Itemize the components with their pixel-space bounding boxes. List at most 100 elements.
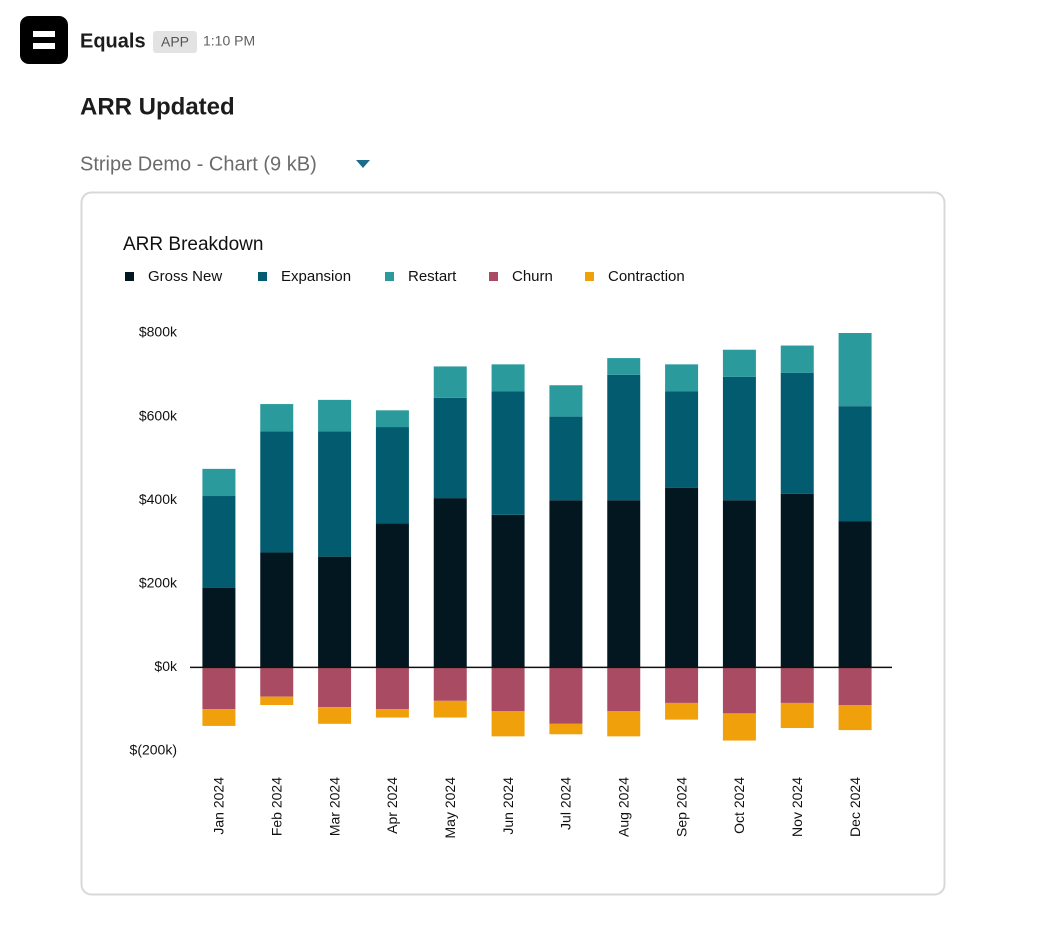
legend-label: Expansion: [281, 268, 351, 285]
badge-bg: [153, 31, 197, 53]
bar-segment: [607, 500, 641, 668]
bar-segment: [665, 487, 699, 668]
bar-segment: [375, 667, 409, 710]
bar-segment: [838, 705, 872, 731]
bar-segment: [318, 399, 352, 432]
x-tick-label: Oct 2024: [731, 777, 747, 834]
legend-swatch: [258, 272, 267, 281]
bar-segment: [722, 349, 756, 377]
bar-segment: [318, 556, 352, 668]
bar-segment: [665, 667, 699, 703]
bar-segment: [665, 364, 699, 392]
bar-segment: [375, 523, 409, 668]
bar-segment: [375, 709, 409, 718]
bar-segment: [780, 372, 814, 494]
chart: Gross New Expansion Restart Churn Contractio…: [125, 268, 892, 839]
bar-segment: [318, 431, 352, 557]
bar-segment: [607, 374, 641, 501]
bar-segment: [491, 391, 525, 515]
x-tick-label: Sep 2024: [673, 777, 689, 837]
x-tick-label: Dec 2024: [847, 777, 863, 837]
bar-segment: [722, 667, 756, 714]
sender-name[interactable]: Equals: [80, 30, 146, 52]
y-tick-label: $(200k): [130, 742, 177, 758]
bar-segment: [549, 416, 583, 501]
bar-segment: [433, 667, 467, 701]
bar-segment: [318, 667, 352, 708]
bar-segment: [665, 702, 699, 720]
bar-segment: [202, 709, 236, 726]
attachment-name[interactable]: Stripe Demo - Chart (9 kB): [80, 153, 317, 175]
x-tick-label: Jun 2024: [500, 777, 516, 835]
x-tick-label: Apr 2024: [384, 777, 400, 834]
legend-label: Restart: [408, 268, 457, 285]
bar-segment: [318, 707, 352, 724]
x-tick-label: Jul 2024: [558, 777, 574, 830]
bar-segment: [433, 366, 467, 398]
bar-segment: [607, 711, 641, 737]
bar-segment: [607, 667, 641, 712]
x-tick-label: Nov 2024: [789, 777, 805, 837]
bar-segment: [549, 667, 583, 724]
legend-swatch: [585, 272, 594, 281]
bar-segment: [838, 406, 872, 522]
bar-segment: [202, 667, 236, 710]
bar-segment: [780, 667, 814, 703]
bar-segment: [838, 667, 872, 706]
legend-swatch: [385, 272, 394, 281]
logo-bar: [33, 31, 55, 37]
y-tick-label: $0k: [154, 658, 178, 674]
bar-segment: [433, 397, 467, 499]
app-badge: APP: [161, 34, 189, 50]
legend-label: Contraction: [608, 268, 685, 285]
bar-segment: [433, 498, 467, 668]
bar-segment: [549, 500, 583, 668]
bar-segment: [665, 391, 699, 488]
y-tick-label: $600k: [139, 407, 178, 423]
collapse-toggle[interactable]: [356, 160, 370, 168]
chart-title: ARR Breakdown: [123, 234, 263, 255]
y-tick-label: $800k: [139, 324, 178, 340]
bar-segment: [722, 713, 756, 741]
bar-segment: [433, 700, 467, 718]
bar-segment: [202, 587, 236, 668]
bar-segment: [549, 385, 583, 417]
message-heading: ARR Updated: [80, 93, 235, 120]
x-tick-label: Feb 2024: [268, 777, 284, 836]
logo-bar: [33, 43, 55, 49]
timestamp[interactable]: 1:10 PM: [203, 33, 255, 49]
bar-segment: [780, 702, 814, 729]
bar-segment: [375, 427, 409, 524]
bar-segment: [549, 723, 583, 735]
x-tick-label: May 2024: [442, 777, 458, 839]
bar-segment: [491, 711, 525, 737]
bar-segment: [780, 493, 814, 668]
bar-segment: [260, 667, 294, 697]
bar-segment: [260, 552, 294, 668]
bar-segment: [607, 358, 641, 375]
bar-segment: [260, 404, 294, 432]
bar-segment: [780, 345, 814, 373]
y-tick-label: $400k: [139, 491, 178, 507]
x-tick-label: Aug 2024: [615, 777, 631, 837]
y-tick-label: $200k: [139, 575, 178, 591]
x-tick-label: Mar 2024: [326, 777, 342, 836]
bar-segment: [491, 667, 525, 712]
x-tick-label: Jan 2024: [211, 777, 227, 835]
bar-segment: [260, 431, 294, 553]
bar-segment: [491, 514, 525, 668]
bar-segment: [722, 376, 756, 501]
bar-segment: [260, 696, 294, 706]
legend-label: Churn: [512, 268, 553, 285]
bar-segment: [838, 521, 872, 668]
app-logo[interactable]: [20, 16, 68, 64]
legend-label: Gross New: [148, 268, 222, 285]
bar-segment: [202, 496, 236, 588]
legend-swatch: [125, 272, 134, 281]
bar-segment: [722, 500, 756, 668]
bar-segment: [375, 410, 409, 428]
bar-segment: [491, 364, 525, 392]
bar-segment: [202, 468, 236, 497]
